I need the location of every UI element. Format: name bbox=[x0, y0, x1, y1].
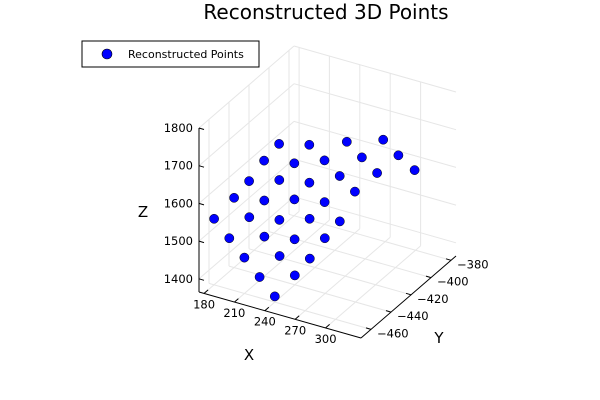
gridline-z-left bbox=[198, 121, 295, 204]
data-point bbox=[319, 233, 330, 244]
data-point bbox=[244, 212, 255, 223]
y-axis-label: Y bbox=[433, 329, 444, 347]
y-axis-line bbox=[360, 255, 457, 339]
data-point bbox=[274, 175, 285, 185]
chart-title: Reconstructed 3D Points bbox=[203, 0, 448, 24]
gridline-y-floor bbox=[208, 282, 372, 330]
y-tick-label: −440 bbox=[397, 309, 429, 323]
z-tick-label: 1400 bbox=[164, 272, 193, 286]
x-tick-mark bbox=[294, 315, 300, 320]
data-point bbox=[304, 139, 315, 150]
data-point bbox=[304, 177, 315, 188]
y-tick-label: −460 bbox=[377, 326, 409, 340]
x-tick-label: 270 bbox=[284, 323, 306, 337]
y-tick-mark bbox=[445, 258, 452, 261]
data-point bbox=[393, 150, 404, 161]
data-point bbox=[244, 176, 254, 186]
x-tick-mark bbox=[203, 289, 209, 294]
legend-label: Reconstructed Points bbox=[128, 48, 244, 61]
z-tick-mark bbox=[198, 165, 205, 168]
data-point bbox=[304, 213, 315, 224]
axes: 180 210 240 270 300 −460 −440 −420 −400 −380 1400 1… bbox=[164, 121, 489, 346]
x-tick-label: 180 bbox=[193, 297, 215, 311]
data-point bbox=[289, 234, 300, 245]
data-point bbox=[259, 231, 270, 242]
data-point bbox=[269, 291, 280, 302]
data-point bbox=[334, 171, 345, 181]
x-tick-label: 210 bbox=[223, 306, 245, 320]
legend: Reconstructed Points bbox=[81, 40, 260, 68]
gridline-x-floor bbox=[234, 219, 330, 303]
y-tick-label: −420 bbox=[417, 292, 449, 306]
y-tick-mark bbox=[425, 275, 432, 279]
z-tick-mark bbox=[198, 240, 205, 244]
z-axis-label: Z bbox=[138, 203, 148, 221]
z-tick-mark bbox=[198, 202, 205, 206]
data-point bbox=[254, 272, 265, 282]
x-tick-label: 240 bbox=[254, 315, 276, 329]
y-tick-mark bbox=[405, 292, 412, 296]
x-axis-label: X bbox=[244, 346, 254, 364]
data-point bbox=[350, 186, 360, 197]
z-tick-label: 1600 bbox=[164, 196, 193, 210]
z-tick-label: 1800 bbox=[164, 121, 193, 135]
data-point bbox=[274, 139, 284, 149]
data-point bbox=[209, 213, 219, 224]
x-tick-label: 300 bbox=[315, 332, 337, 346]
y-tick-mark bbox=[385, 310, 392, 313]
gridline-y-floor bbox=[288, 213, 452, 261]
gridline-x-floor bbox=[325, 245, 421, 329]
y-tick-label: −400 bbox=[437, 275, 469, 289]
data-point bbox=[357, 152, 367, 163]
gridline-z-left bbox=[198, 83, 295, 167]
gridline-z-left bbox=[198, 158, 295, 242]
gridline-y-floor bbox=[248, 248, 412, 296]
z-tick-mark bbox=[198, 127, 205, 130]
data-point bbox=[239, 252, 250, 263]
x-tick-mark bbox=[234, 298, 239, 303]
y-tick-label: −380 bbox=[457, 257, 489, 271]
data-point bbox=[304, 253, 315, 264]
z-tick-label: 1500 bbox=[164, 234, 193, 248]
x-tick-mark bbox=[325, 324, 330, 329]
data-point bbox=[319, 197, 330, 207]
gridline-z-left bbox=[198, 196, 295, 280]
data-point bbox=[274, 251, 285, 261]
data-point bbox=[334, 216, 345, 227]
data-point bbox=[274, 215, 285, 225]
legend-marker bbox=[101, 48, 113, 60]
data-point bbox=[409, 165, 420, 175]
data-point bbox=[259, 155, 269, 166]
gridline-z-back bbox=[293, 120, 457, 168]
gridline-z-back bbox=[293, 158, 457, 206]
data-point bbox=[372, 168, 382, 178]
z-tick-label: 1700 bbox=[164, 159, 193, 173]
x-axis-line bbox=[198, 291, 362, 339]
gridline-x-floor bbox=[203, 211, 300, 294]
gridline-y-floor bbox=[228, 265, 392, 313]
x-tick-mark bbox=[264, 306, 270, 312]
gridline-x-floor bbox=[294, 236, 391, 320]
data-point bbox=[224, 233, 235, 244]
data-points bbox=[209, 134, 420, 302]
data-point bbox=[289, 270, 300, 281]
gridline-z-back bbox=[293, 196, 457, 244]
data-point bbox=[229, 192, 239, 203]
data-point bbox=[378, 134, 389, 145]
y-tick-mark bbox=[365, 327, 372, 330]
data-point bbox=[319, 155, 330, 166]
data-point bbox=[259, 195, 270, 206]
z-tick-mark bbox=[198, 278, 205, 281]
data-point bbox=[289, 194, 300, 205]
gridline-z-back bbox=[293, 83, 457, 131]
data-point bbox=[341, 136, 352, 147]
gridline-x-floor bbox=[264, 228, 361, 312]
data-point bbox=[289, 158, 300, 169]
gridline-z-back bbox=[293, 45, 457, 93]
grid bbox=[198, 45, 457, 330]
gridline-z-left bbox=[198, 45, 295, 129]
